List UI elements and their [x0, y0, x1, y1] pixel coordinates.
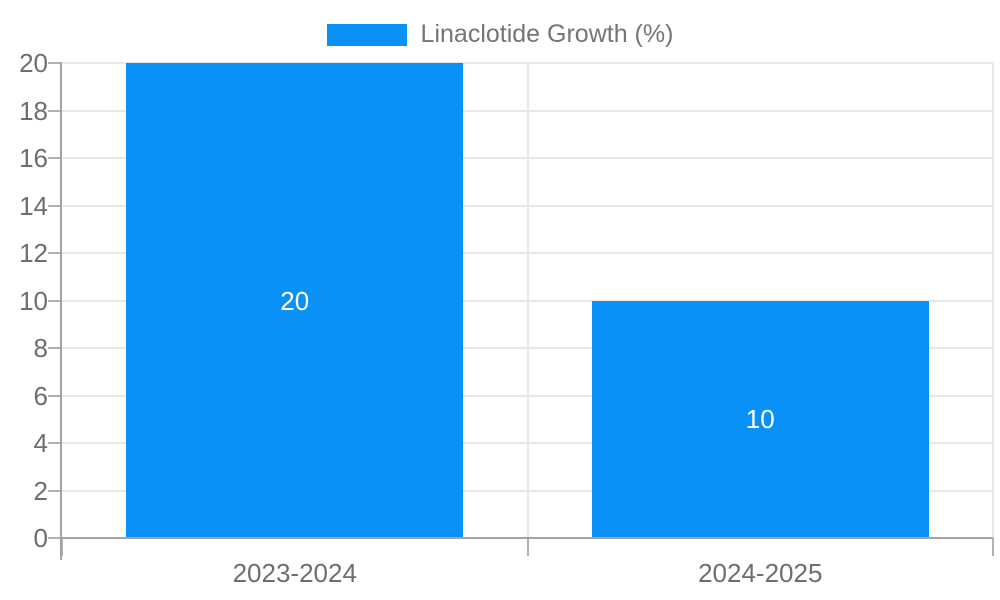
y-axis-label-20: 20 [19, 48, 48, 78]
bar-value-label-2024-2025: 10 [745, 404, 775, 435]
legend-swatch-icon [326, 23, 407, 46]
x-axis-label-2023-2024: 2023-2024 [232, 558, 357, 588]
y-axis-line [60, 63, 62, 560]
y-axis-label-2: 2 [33, 475, 48, 506]
bar-2024-2025[interactable] [591, 300, 929, 538]
x-axis-line [60, 537, 993, 539]
y-tick-6 [48, 394, 62, 397]
y-tick-4 [48, 442, 62, 444]
y-tick-20 [48, 62, 62, 64]
gridline-x-2 [992, 63, 994, 538]
gridline-x-1 [526, 63, 529, 538]
legend-label: Linaclotide Growth (%) [420, 20, 674, 48]
y-tick-14 [48, 204, 62, 207]
x-tick-1 [526, 538, 529, 556]
y-tick-2 [48, 489, 62, 492]
y-axis-label-6: 6 [33, 380, 48, 411]
y-tick-18 [48, 109, 62, 112]
legend-item-linaclotide-growth[interactable]: Linaclotide Growth (%) [326, 20, 674, 49]
y-tick-16 [48, 157, 62, 159]
y-tick-12 [48, 252, 62, 254]
bar-value-label-2023-2024: 20 [280, 285, 310, 316]
y-tick-0 [48, 537, 62, 539]
bar-2023-2024[interactable] [126, 63, 464, 538]
x-tick-2 [992, 538, 994, 556]
y-axis-label-12: 12 [19, 238, 48, 268]
y-axis-label-0: 0 [33, 523, 48, 553]
legend: Linaclotide Growth (%) [0, 20, 1000, 49]
y-axis-label-14: 14 [19, 190, 48, 221]
y-axis-label-10: 10 [19, 285, 48, 316]
y-axis-label-8: 8 [33, 333, 48, 363]
y-axis-label-18: 18 [19, 95, 48, 126]
y-tick-8 [48, 347, 62, 349]
y-axis-label-16: 16 [19, 143, 48, 173]
x-axis-label-2024-2025: 2024-2025 [698, 558, 823, 588]
x-tick-0 [61, 538, 63, 556]
y-axis-label-4: 4 [33, 428, 48, 458]
y-tick-10 [48, 299, 62, 302]
